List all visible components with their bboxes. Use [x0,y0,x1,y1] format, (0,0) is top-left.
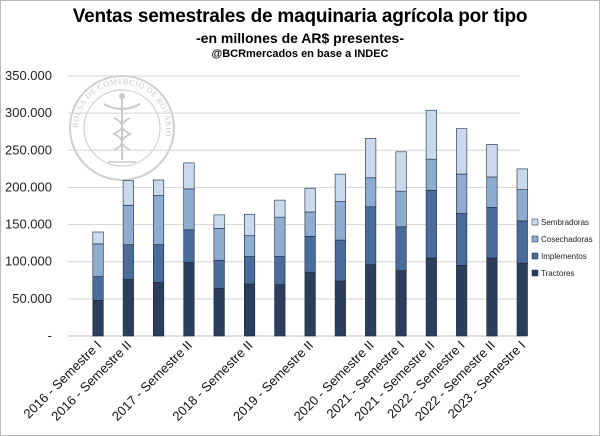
bar-segment-tractores [425,257,437,337]
bar-segment-sembradoras [456,128,468,175]
chart-subtitle: -en millones de AR$ presentes- [196,30,404,46]
bar-segment-sembradoras [486,144,498,178]
bar-segment-implementos [92,276,104,301]
bar-segment-sembradoras [183,162,195,190]
bar-segment-cosechadoras [486,176,498,208]
y-tick-label: - [48,328,52,343]
bar-segment-implementos [183,229,195,263]
bar-segment-tractores [304,271,316,337]
bar-segment-sembradoras [92,231,104,245]
bar-segment-cosechadoras [425,158,437,191]
bar-segment-cosechadoras [274,216,286,257]
bar-segment-implementos [486,207,498,259]
bar-segment-tractores [456,265,468,337]
bar-segment-tractores [395,270,407,337]
bar-segment-sembradoras [213,214,225,229]
bar-segment-tractores [153,282,165,337]
bar-segment-cosechadoras [213,228,225,261]
y-tick-label: 50.000 [12,291,52,306]
bar-segment-implementos [274,256,286,286]
bar-segment-cosechadoras [244,235,256,257]
y-tick-label: 250.000 [5,142,52,157]
bar-segment-sembradoras [425,109,437,160]
bar-segment-implementos [425,190,437,259]
bar-segment-tractores [183,262,195,337]
bar-segment-cosechadoras [516,189,528,222]
bar-segment-sembradoras [153,179,165,196]
bar-segment-cosechadoras [92,243,104,277]
bar-segment-sembradoras [244,213,256,236]
bar-segment-tractores [122,279,134,337]
bar-segment-implementos [122,244,134,280]
chart-title: Ventas semestrales de maquinaria agrícol… [72,6,528,27]
legend-swatch-sembradoras [531,218,539,226]
bar-segment-cosechadoras [183,188,195,231]
bar-segment-tractores [334,280,346,337]
legend-swatch-implementos [531,252,539,260]
bar-segment-implementos [153,244,165,283]
y-tick-label: 200.000 [5,179,52,194]
bar-segment-implementos [213,259,225,289]
bar-segment-cosechadoras [456,173,468,214]
bar-segment-cosechadoras [304,211,316,237]
y-tick-label: 350.000 [5,68,52,83]
bar-segment-sembradoras [516,168,528,190]
bar-segment-tractores [244,283,256,337]
bar-segment-sembradoras [122,180,134,206]
bar-segment-implementos [395,226,407,271]
legend-label-sembradoras: Sembradoras [541,218,589,227]
bar-segment-sembradoras [334,173,346,202]
bar-segment-implementos [365,206,377,265]
legend-label-implementos: Implementos [541,252,587,261]
bar-segment-tractores [516,262,528,337]
bar-segment-sembradoras [304,187,316,213]
bar-segment-cosechadoras [153,195,165,245]
bar-segment-cosechadoras [122,205,134,246]
legend-label-tractores: Tractores [541,269,575,278]
legend-swatch-cosechadoras [531,235,539,243]
y-tick-label: 100.000 [5,254,52,269]
bar-segment-implementos [334,239,346,282]
chart-source: @BCRmercados en base a INDEC [211,48,389,60]
bar-segment-tractores [213,288,225,337]
bar-segment-tractores [92,299,104,337]
bar-segment-implementos [304,236,316,273]
bar-segment-cosechadoras [334,201,346,241]
bar-segment-implementos [456,213,468,266]
bar-segment-sembradoras [274,199,286,218]
bar-segment-implementos [516,220,528,264]
bar-segment-tractores [274,284,286,337]
y-tick-label: 300.000 [5,105,52,120]
y-tick-label: 150.000 [5,217,52,232]
bar-segment-cosechadoras [395,190,407,228]
bar-segment-implementos [244,256,256,285]
legend-swatch-tractores [531,269,539,277]
bar-segment-sembradoras [365,138,377,179]
bar-segment-tractores [365,264,377,337]
bar-segment-sembradoras [395,151,407,192]
bcr-seal-watermark: BOLSA DE COMERCIO DE ROSARIO [69,75,175,181]
bar-segment-tractores [486,257,498,337]
bar-segment-cosechadoras [365,177,377,208]
legend-label-cosechadoras: Cosechadoras [541,235,593,244]
